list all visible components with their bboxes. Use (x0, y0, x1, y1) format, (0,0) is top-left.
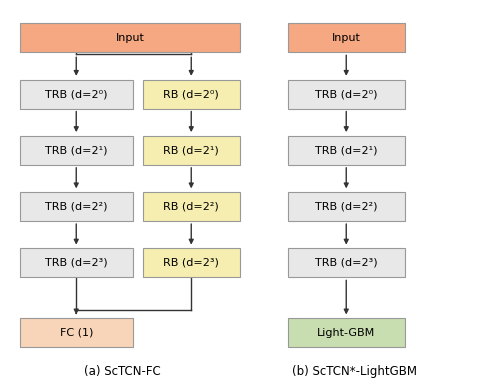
Text: RB (d=2²): RB (d=2²) (164, 202, 219, 211)
Text: TRB (d=2²): TRB (d=2²) (315, 202, 378, 211)
Bar (20, 192, 132, 221)
Text: (a) ScTCN-FC: (a) ScTCN-FC (84, 365, 161, 378)
Bar (20, 136, 132, 165)
Text: TRB (d=2¹): TRB (d=2¹) (45, 146, 108, 155)
Bar (288, 192, 405, 221)
Text: RB (d=2³): RB (d=2³) (164, 258, 219, 268)
Bar (288, 136, 405, 165)
Text: TRB (d=2⁰): TRB (d=2⁰) (315, 89, 378, 99)
Text: Light-GBM: Light-GBM (317, 328, 376, 338)
Text: TRB (d=2²): TRB (d=2²) (45, 202, 108, 211)
Bar (20, 80, 132, 109)
Text: TRB (d=2¹): TRB (d=2¹) (315, 146, 378, 155)
Bar (142, 136, 240, 165)
Text: Input: Input (332, 33, 360, 43)
Text: RB (d=2⁰): RB (d=2⁰) (164, 89, 219, 99)
Text: Input: Input (116, 33, 144, 43)
Bar (288, 23, 405, 52)
Bar (20, 318, 132, 347)
Text: TRB (d=2³): TRB (d=2³) (45, 258, 108, 268)
Text: (b) ScTCN*-LightGBM: (b) ScTCN*-LightGBM (292, 365, 418, 378)
Bar (142, 80, 240, 109)
Text: FC (1): FC (1) (60, 328, 93, 338)
Bar (20, 23, 240, 52)
Bar (20, 248, 132, 277)
Text: TRB (d=2³): TRB (d=2³) (315, 258, 378, 268)
Text: TRB (d=2⁰): TRB (d=2⁰) (45, 89, 108, 99)
Bar (288, 318, 405, 347)
Bar (288, 80, 405, 109)
Bar (288, 248, 405, 277)
Bar (142, 248, 240, 277)
Text: RB (d=2¹): RB (d=2¹) (164, 146, 219, 155)
Bar (142, 192, 240, 221)
